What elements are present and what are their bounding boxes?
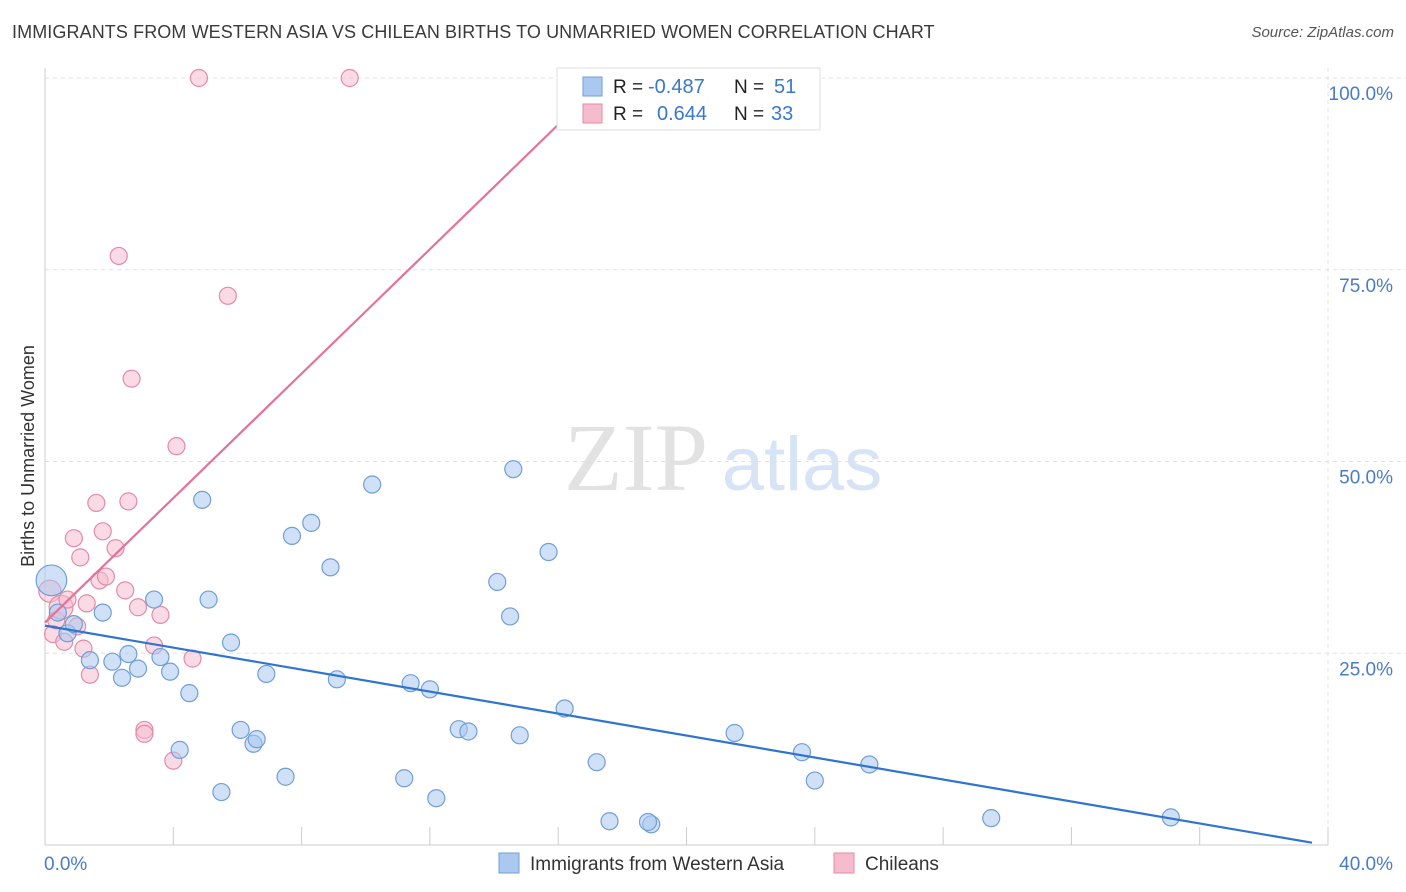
chileans-point-16 (109, 246, 128, 266)
stats-swatch-pink (582, 103, 603, 124)
western-asia-point-19 (231, 720, 250, 740)
legend-label-chileans: Chileans (865, 854, 939, 875)
chileans-point-22 (135, 724, 154, 743)
chileans-points (38, 68, 626, 770)
western-asia-point-40 (555, 699, 574, 718)
western-asia-point-5 (93, 603, 112, 622)
western-asia-point-29 (395, 769, 414, 788)
western-asia-point-44 (638, 812, 658, 832)
western-asia-point-38 (510, 726, 529, 745)
western-asia-point-4 (80, 651, 100, 670)
chileans-point-17 (116, 581, 135, 600)
chileans-point-13 (93, 522, 112, 541)
y-tick-label-1: 75.0% (1339, 276, 1393, 297)
chileans-point-7 (71, 548, 90, 567)
legend-swatch-chileans (833, 852, 855, 874)
western-asia-point-18 (221, 633, 241, 652)
western-asia-point-45 (725, 723, 744, 743)
western-asia-point-3 (64, 615, 83, 634)
western-asia-point-14 (180, 684, 199, 703)
chileans-point-14 (96, 567, 116, 586)
western-asia-point-47 (805, 771, 824, 790)
stats-r-label-pink: R = (613, 104, 643, 125)
western-asia-point-7 (112, 668, 132, 687)
watermark-zip: ZIP (564, 404, 708, 511)
western-asia-trend-line (44, 624, 1313, 844)
y-tick-label-2: 50.0% (1339, 468, 1393, 489)
stats-n-label-pink: N = (734, 104, 764, 125)
chileans-point-19 (122, 369, 141, 388)
legend: Immigrants from Western Asia Chileans (498, 852, 939, 875)
source-label: Source: ZipAtlas.com (1251, 24, 1394, 41)
watermark: ZIP atlas (564, 404, 882, 511)
chileans-point-15 (106, 539, 125, 558)
stats-r-value-pink: 0.644 (657, 103, 707, 125)
western-asia-point-39 (539, 542, 558, 562)
axes (44, 68, 1329, 846)
western-asia-point-21 (247, 730, 266, 749)
chileans-point-24 (151, 605, 170, 625)
western-asia-point-6 (103, 652, 122, 671)
western-asia-point-10 (144, 590, 164, 609)
western-asia-point-0 (35, 564, 68, 597)
western-asia-point-9 (128, 659, 148, 678)
stats-r-label-blue: R = (613, 77, 643, 98)
western-asia-point-24 (282, 526, 302, 545)
western-asia-point-23 (276, 767, 295, 786)
western-asia-point-32 (427, 789, 446, 808)
trend-lines (44, 77, 1313, 844)
y-tick-label-0: 100.0% (1329, 84, 1394, 105)
watermark-atlas: atlas (722, 422, 883, 507)
legend-swatch-western-asia (498, 852, 520, 874)
legend-label-western-asia: Immigrants from Western Asia (530, 854, 785, 875)
western-asia-point-26 (321, 558, 340, 577)
western-asia-point-28 (363, 475, 382, 494)
western-asia-point-48 (860, 755, 879, 774)
western-asia-point-15 (193, 490, 212, 509)
chileans-point-26 (167, 437, 186, 456)
western-asia-point-27 (327, 670, 346, 689)
western-asia-point-37 (504, 460, 523, 479)
western-asia-point-41 (587, 753, 606, 772)
western-asia-point-42 (600, 812, 619, 831)
chileans-point-30 (340, 68, 359, 88)
western-asia-point-13 (170, 740, 189, 759)
chileans-point-28 (189, 68, 209, 88)
chart-title: IMMIGRANTS FROM WESTERN ASIA VS CHILEAN … (12, 22, 935, 42)
western-asia-point-25 (302, 513, 321, 532)
y-axis-label: Births to Unmarried Women (18, 345, 38, 567)
chileans-point-6 (64, 529, 83, 548)
western-asia-point-11 (151, 647, 170, 667)
western-asia-point-31 (420, 680, 439, 699)
y-tick-label-3: 25.0% (1339, 659, 1393, 680)
stats-n-value-pink: 33 (771, 103, 793, 125)
western-asia-point-16 (199, 590, 218, 609)
tick-labels: 100.0% 75.0% 50.0% 25.0% 0.0% 40.0% (44, 84, 1393, 875)
western-asia-point-8 (119, 644, 138, 664)
chileans-point-20 (128, 598, 148, 617)
chileans-point-11 (87, 493, 106, 513)
stats-box: R = -0.487 N = 51 R = 0.644 N = 33 (556, 67, 821, 131)
x-tick-label-max: 40.0% (1339, 854, 1393, 875)
chileans-point-29 (218, 286, 237, 305)
western-asia-points (35, 460, 1180, 834)
western-asia-point-49 (982, 809, 1001, 828)
chileans-point-9 (77, 594, 96, 613)
western-asia-point-17 (212, 782, 231, 802)
western-asia-point-1 (48, 603, 67, 622)
stats-n-label-blue: N = (734, 77, 764, 98)
western-asia-point-36 (500, 607, 520, 626)
western-asia-point-35 (488, 572, 507, 592)
chileans-trend-line (44, 77, 608, 624)
stats-r-value-blue: -0.487 (648, 76, 705, 98)
x-tick-label-min: 0.0% (44, 854, 87, 875)
western-asia-point-22 (257, 664, 276, 684)
western-asia-point-34 (459, 722, 478, 741)
western-asia-point-46 (792, 743, 812, 762)
stats-n-value-blue: 51 (774, 76, 796, 98)
chileans-point-18 (119, 492, 138, 511)
stats-swatch-blue (582, 76, 603, 97)
western-asia-point-12 (160, 662, 180, 681)
